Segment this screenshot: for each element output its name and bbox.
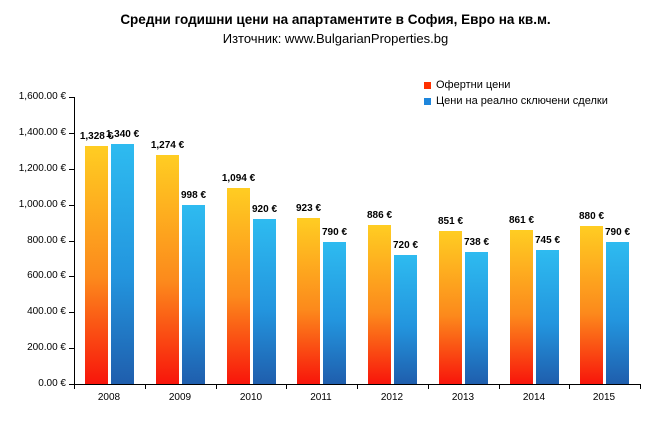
bar-value-label: 790 € bbox=[604, 227, 631, 238]
bar-value-label: 1,094 € bbox=[221, 173, 256, 184]
x-axis-tick bbox=[74, 385, 75, 389]
y-axis-line bbox=[74, 97, 75, 385]
bar-value-label: 886 € bbox=[366, 210, 393, 221]
bar-value-label: 861 € bbox=[508, 215, 535, 226]
x-axis-category-label: 2010 bbox=[239, 392, 263, 403]
bar-value-label: 923 € bbox=[295, 203, 322, 214]
bar-deal-2015 bbox=[606, 242, 629, 384]
x-axis-line bbox=[74, 384, 641, 385]
legend-label-deal-prices: Цени на реално сключени сделки bbox=[436, 95, 608, 107]
bar-deal-2008 bbox=[111, 144, 134, 384]
legend-marker-deal-prices-icon bbox=[424, 97, 431, 105]
bar-offer-2009 bbox=[156, 155, 179, 384]
chart-legend: Офертни цени Цени на реално сключени сде… bbox=[424, 79, 608, 111]
x-axis-tick bbox=[286, 385, 287, 389]
bar-value-label: 790 € bbox=[321, 227, 348, 238]
x-axis-tick bbox=[216, 385, 217, 389]
bar-value-label: 1,274 € bbox=[150, 140, 185, 151]
bar-offer-2013 bbox=[439, 231, 462, 384]
y-axis-tick-label: 1,400.00 € bbox=[18, 127, 66, 138]
y-axis-tick-label: 1,000.00 € bbox=[18, 199, 66, 210]
y-axis-tick bbox=[69, 312, 74, 313]
y-axis-tick-label: 600.00 € bbox=[27, 270, 66, 281]
y-axis-tick bbox=[69, 205, 74, 206]
legend-item-deal-prices: Цени на реално сключени сделки bbox=[424, 95, 608, 107]
bar-value-label: 745 € bbox=[534, 235, 561, 246]
bar-deal-2014 bbox=[536, 250, 559, 384]
bar-deal-2010 bbox=[253, 219, 276, 384]
legend-label-offer-prices: Офертни цени bbox=[436, 79, 511, 91]
x-axis-tick bbox=[499, 385, 500, 389]
x-axis-tick bbox=[640, 385, 641, 389]
bar-deal-2012 bbox=[394, 255, 417, 384]
y-axis-tick-label: 1,200.00 € bbox=[18, 163, 66, 174]
y-axis-tick-label: 200.00 € bbox=[27, 342, 66, 353]
x-axis-tick bbox=[569, 385, 570, 389]
bar-value-label: 1,340 € bbox=[105, 129, 140, 140]
x-axis-category-label: 2014 bbox=[522, 392, 546, 403]
legend-marker-offer-prices-icon bbox=[424, 81, 431, 89]
x-axis-category-label: 2013 bbox=[451, 392, 475, 403]
legend-item-offer-prices: Офертни цени bbox=[424, 79, 608, 91]
y-axis-tick bbox=[69, 169, 74, 170]
x-axis-category-label: 2015 bbox=[592, 392, 616, 403]
x-axis-tick bbox=[428, 385, 429, 389]
bar-offer-2014 bbox=[510, 230, 533, 384]
bar-value-label: 851 € bbox=[437, 216, 464, 227]
bar-deal-2011 bbox=[323, 242, 346, 384]
y-axis-tick bbox=[69, 276, 74, 277]
bar-offer-2008 bbox=[85, 146, 108, 384]
y-axis-tick-label: 1,600.00 € bbox=[18, 91, 66, 102]
y-axis-tick-label: 400.00 € bbox=[27, 306, 66, 317]
bar-value-label: 880 € bbox=[578, 211, 605, 222]
bar-value-label: 998 € bbox=[180, 190, 207, 201]
bar-value-label: 720 € bbox=[392, 240, 419, 251]
y-axis-tick-label: 800.00 € bbox=[27, 235, 66, 246]
bar-offer-2010 bbox=[227, 188, 250, 384]
x-axis-category-label: 2011 bbox=[310, 392, 332, 403]
bar-value-label: 1,328 € bbox=[79, 131, 114, 142]
bar-deal-2013 bbox=[465, 252, 488, 384]
bar-offer-2011 bbox=[297, 218, 320, 384]
bar-deal-2009 bbox=[182, 205, 205, 384]
y-axis-tick bbox=[69, 348, 74, 349]
bar-offer-2015 bbox=[580, 226, 603, 384]
y-axis-tick-label: 0.00 € bbox=[38, 378, 66, 389]
x-axis-category-label: 2009 bbox=[168, 392, 192, 403]
chart-subtitle: Източник: www.BulgarianProperties.bg bbox=[222, 31, 449, 46]
bar-value-label: 920 € bbox=[251, 204, 278, 215]
y-axis-tick bbox=[69, 97, 74, 98]
x-axis-category-label: 2012 bbox=[380, 392, 404, 403]
x-axis-tick bbox=[357, 385, 358, 389]
chart-title: Средни годишни цени на апартаментите в С… bbox=[120, 12, 551, 27]
bar-value-label: 738 € bbox=[463, 237, 490, 248]
y-axis-tick bbox=[69, 384, 74, 385]
y-axis-tick bbox=[69, 133, 74, 134]
bar-offer-2012 bbox=[368, 225, 391, 384]
y-axis-tick bbox=[69, 241, 74, 242]
x-axis-category-label: 2008 bbox=[97, 392, 121, 403]
x-axis-tick bbox=[145, 385, 146, 389]
